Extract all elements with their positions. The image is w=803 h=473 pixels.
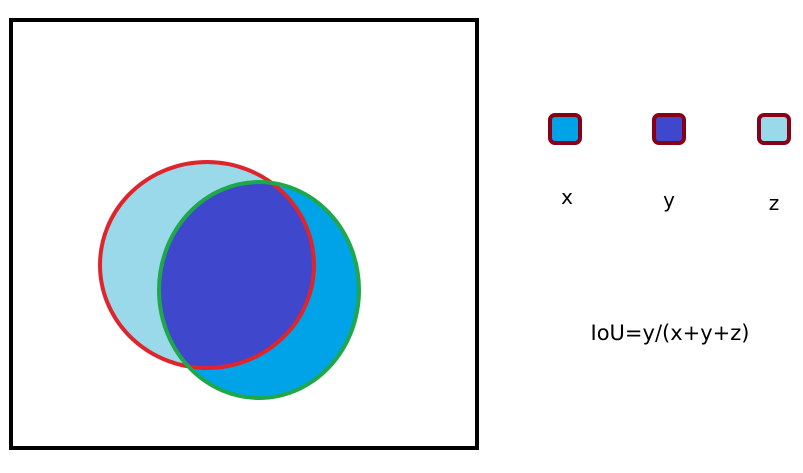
iou-formula: IoU=y/(x+y+z) xyxy=(591,321,750,345)
legend-swatch-y xyxy=(652,113,686,145)
green-ellipse-outline xyxy=(157,180,361,400)
legend-label-z: z xyxy=(769,191,780,215)
legend-label-y: y xyxy=(663,188,675,212)
legend-label-x: x xyxy=(561,185,573,209)
red-ellipse-outline xyxy=(98,160,316,370)
legend-swatch-z xyxy=(757,113,791,145)
legend-swatch-x xyxy=(548,113,582,145)
